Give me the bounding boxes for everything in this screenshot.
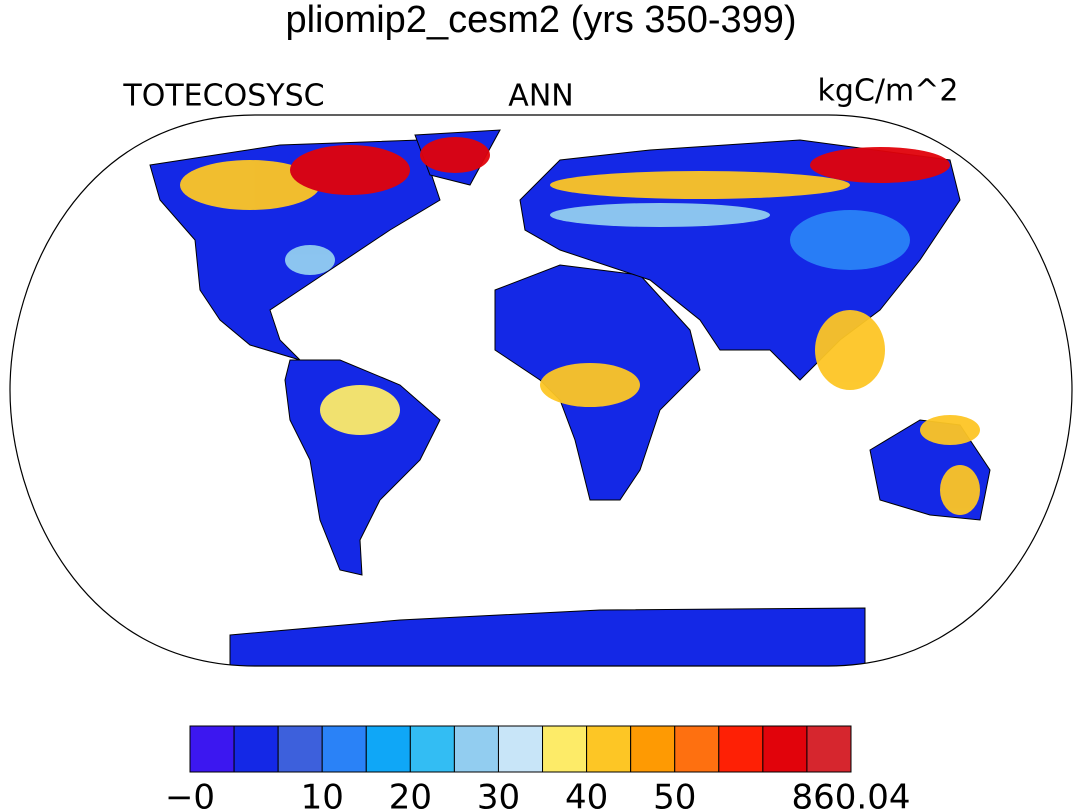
patch: [920, 415, 980, 445]
colorbar-box: [674, 725, 720, 773]
patch: [420, 137, 490, 173]
colorbar-label: 860.04: [792, 778, 911, 812]
colorbar-label: 50: [653, 778, 696, 812]
colorbar-box: [718, 725, 764, 773]
colorbar-box: [542, 725, 588, 773]
colorbar-box: [233, 725, 279, 773]
patch: [940, 465, 980, 515]
patch: [550, 203, 770, 227]
patch: [180, 160, 320, 210]
colorbar-label: 10: [301, 778, 344, 812]
title: pliomip2_cesm2 (yrs 350-399): [285, 0, 796, 41]
colorbar-box: [321, 725, 367, 773]
variable-label: TOTECOSYSC: [122, 79, 324, 114]
colorbar-box: [497, 725, 544, 773]
patch: [790, 210, 910, 270]
patches: [180, 137, 980, 515]
colorbar-box: [453, 725, 499, 773]
colorbar-box: [762, 725, 808, 773]
antarctica: [229, 607, 866, 666]
patch: [290, 145, 410, 195]
patch: [815, 310, 885, 390]
colorbar-box: [409, 725, 455, 773]
colorbar-box: [586, 725, 632, 773]
colorbar-box: [189, 725, 235, 773]
patch: [285, 245, 335, 275]
patch: [540, 363, 640, 407]
patch: [550, 171, 850, 199]
colorbar-box: [630, 725, 676, 773]
map: [149, 129, 991, 666]
colorbar-label: 30: [477, 778, 520, 812]
colorbar-box: [806, 725, 852, 773]
colorbar-label: 20: [389, 778, 432, 812]
map-outline: [9, 114, 1073, 667]
colorbar-box: [277, 725, 323, 773]
colorbar: −0 10 20 30 40 50 860.04: [165, 725, 911, 812]
colorbar-box: [365, 725, 411, 773]
patch: [320, 385, 400, 435]
colorbar-label: 40: [565, 778, 608, 812]
units-label: kgC/m^2: [818, 74, 959, 109]
colorbar-label: −0: [165, 778, 215, 812]
patch: [810, 147, 950, 183]
season-label: ANN: [508, 79, 573, 114]
